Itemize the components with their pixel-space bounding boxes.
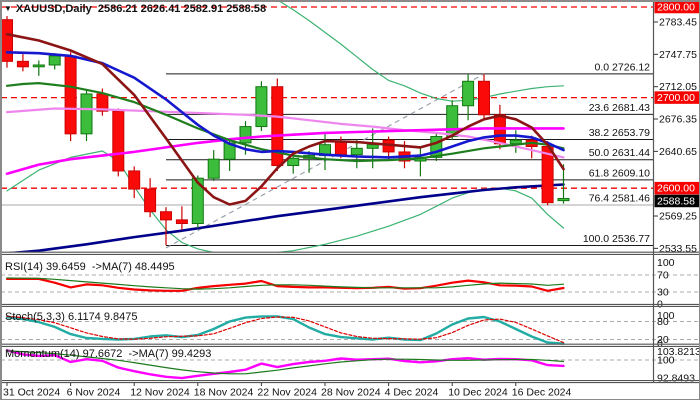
candle-body bbox=[64, 55, 77, 135]
candlestick-series bbox=[2, 16, 570, 246]
momentum-ma-line bbox=[6, 350, 565, 375]
candle-body bbox=[16, 60, 29, 68]
stoch-axis-label: 80 bbox=[657, 316, 669, 328]
price-tag-label: 2800.00 bbox=[657, 2, 695, 14]
ma-blue bbox=[5, 50, 565, 159]
candle-body bbox=[191, 177, 204, 224]
price-tag bbox=[654, 194, 699, 208]
candle-body bbox=[350, 147, 363, 156]
time-tick-label: 22 Nov 2024 bbox=[257, 387, 317, 399]
time-tick-label: 31 Oct 2024 bbox=[3, 387, 60, 399]
fib-level-label: 23.6 2681.43 bbox=[589, 102, 650, 114]
candle-body bbox=[446, 105, 459, 138]
fib-level-label: 0.0 2726.12 bbox=[595, 61, 651, 73]
price-tick-label: 2676.35 bbox=[659, 114, 697, 126]
price-tag bbox=[654, 1, 699, 14]
main-chart-area: 0.0 2726.12 23.6 2681.43 38.2 2653.79 50.0 … bbox=[2, 2, 653, 252]
stoch-axis-label: 100 bbox=[657, 310, 675, 322]
time-axis-labels: 31 Oct 2024 6 Nov 2024 12 Nov 2024 18 Nov 2… bbox=[3, 382, 572, 399]
candle-body bbox=[255, 86, 268, 128]
rsi-axis-label: 70 bbox=[657, 270, 669, 282]
rsi-line bbox=[5, 277, 565, 292]
candle-body bbox=[2, 19, 13, 62]
momentum-axis-label: 92.8493 bbox=[657, 373, 695, 385]
candle-body bbox=[287, 157, 300, 167]
ma-maroon bbox=[5, 32, 565, 206]
price-tick-label: 2569.25 bbox=[659, 211, 697, 223]
price-tick-label: 2747.75 bbox=[659, 49, 697, 61]
ma-darkgreen bbox=[5, 81, 565, 163]
candle-body bbox=[207, 158, 220, 179]
fib-level-label: 76.4 2581.46 bbox=[589, 192, 650, 204]
time-tick-label: 6 Nov 2024 bbox=[67, 387, 121, 399]
rsi-axis-label: 30 bbox=[657, 287, 669, 299]
time-tick-label: 18 Nov 2024 bbox=[194, 387, 254, 399]
price-tag bbox=[654, 91, 699, 104]
momentum-axis-label: 103.8213 bbox=[657, 346, 700, 358]
candle-body bbox=[430, 136, 443, 158]
price-tick-label: 2712.05 bbox=[659, 81, 697, 93]
fib-level-label: 61.8 2609.10 bbox=[589, 167, 650, 179]
candle-body bbox=[32, 64, 45, 68]
price-axis[interactable] bbox=[652, 1, 699, 382]
candle-body bbox=[128, 170, 141, 190]
time-axis[interactable] bbox=[1, 381, 699, 399]
candle-body bbox=[271, 86, 284, 167]
rsi-ma-line bbox=[6, 277, 565, 290]
candle-body bbox=[160, 211, 172, 221]
price-tick-label: 2640.65 bbox=[659, 146, 697, 158]
candle-body bbox=[112, 110, 125, 172]
stoch-axis-label: 20 bbox=[657, 334, 669, 346]
time-tick-label: 4 Dec 2024 bbox=[385, 387, 439, 399]
time-tick-label: 28 Nov 2024 bbox=[321, 387, 381, 399]
ma-magenta bbox=[5, 127, 565, 175]
candle-body bbox=[80, 93, 93, 135]
price-tick-label: 2783.45 bbox=[659, 17, 697, 29]
symbol-dropdown-icon[interactable]: ▼ bbox=[4, 4, 12, 13]
candle-body bbox=[462, 80, 475, 107]
candle-body bbox=[557, 198, 570, 202]
price-tag-label: 2700.00 bbox=[657, 92, 695, 104]
stoch-main-line bbox=[5, 315, 565, 345]
candle-body bbox=[175, 219, 188, 224]
stoch-signal-line bbox=[6, 315, 565, 344]
candle-body bbox=[239, 126, 252, 144]
price-tag-label: 2600.00 bbox=[657, 183, 695, 195]
fib-level-label: 100.0 2536.77 bbox=[583, 233, 650, 245]
price-tag-label: 2588.58 bbox=[657, 196, 695, 208]
candle-body bbox=[334, 141, 347, 156]
time-tick-label: 12 Nov 2024 bbox=[130, 387, 190, 399]
ma-violet bbox=[5, 107, 565, 159]
momentum-axis-label: 100 bbox=[657, 355, 675, 367]
time-tick-label: 16 Dec 2024 bbox=[512, 387, 572, 399]
candle-body bbox=[48, 55, 61, 66]
candle-body bbox=[144, 188, 157, 213]
fib-level-label: 50.0 2631.44 bbox=[589, 147, 650, 159]
ma-navy bbox=[8, 183, 565, 252]
fib-level-label: 38.2 2653.79 bbox=[589, 127, 650, 139]
candle-body bbox=[478, 80, 490, 116]
time-tick-label: 10 Dec 2024 bbox=[448, 387, 508, 399]
candle-body bbox=[366, 144, 379, 149]
price-tag bbox=[654, 181, 699, 195]
band-lower bbox=[6, 150, 565, 252]
band-upper bbox=[279, 2, 565, 102]
rsi-axis-label: 100 bbox=[657, 257, 675, 269]
momentum-line bbox=[5, 349, 565, 380]
